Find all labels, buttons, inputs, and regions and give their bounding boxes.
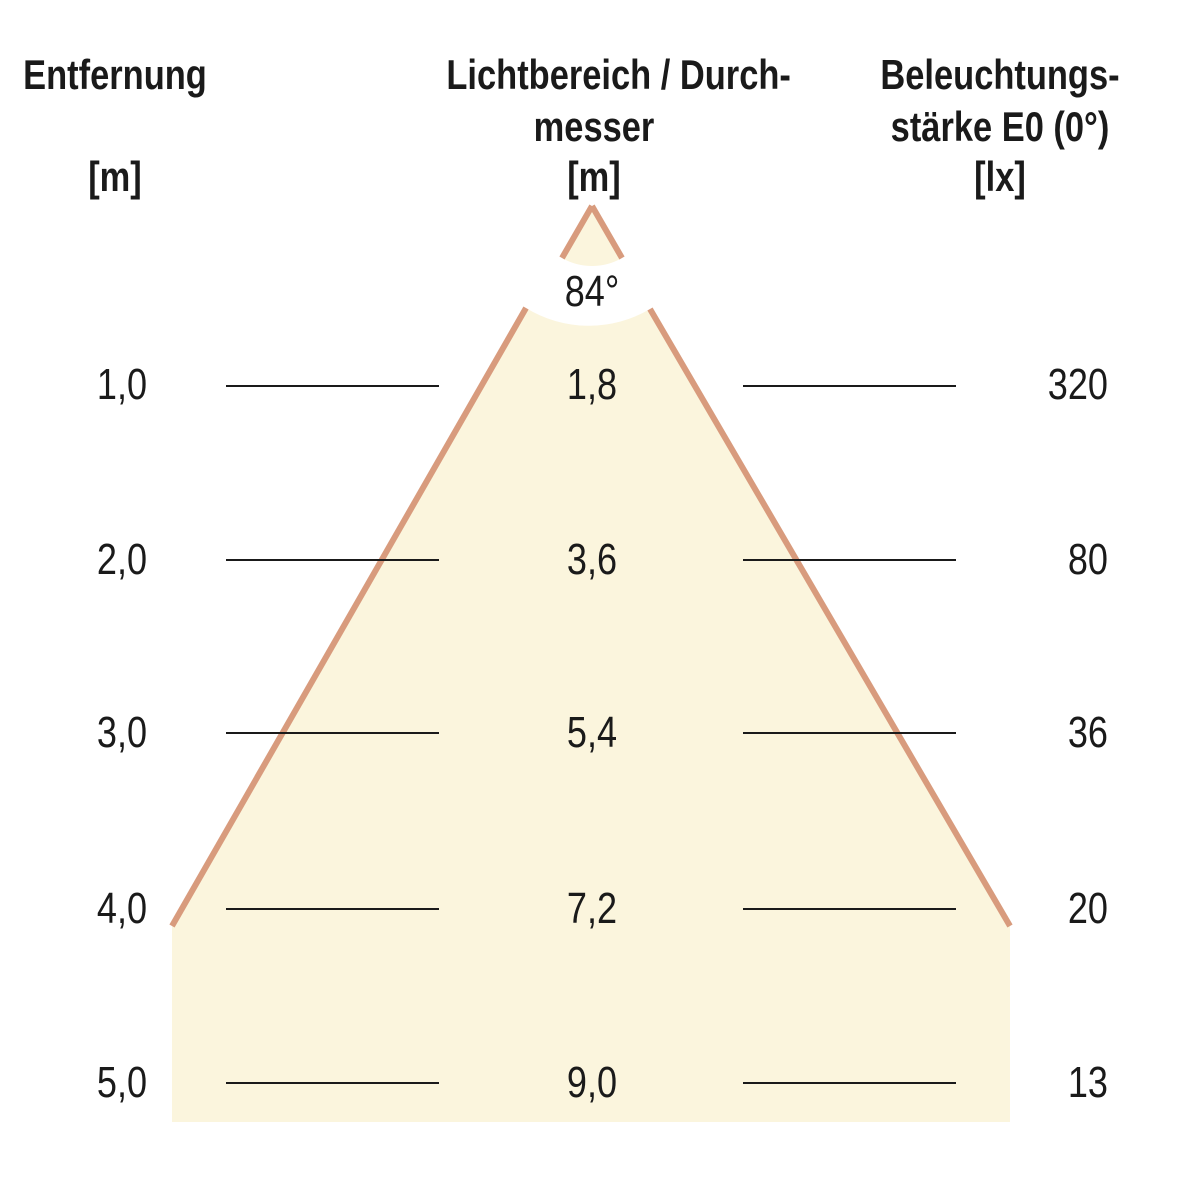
distance-value: 1,0	[96, 360, 148, 409]
distance-value: 4,0	[96, 884, 148, 933]
apex-wedge-shape	[562, 206, 622, 267]
distance-value: 5,0	[96, 1058, 148, 1107]
diameter-value: 7,2	[566, 884, 618, 933]
diameter-value: 3,6	[566, 535, 618, 584]
illuminance-value: 320	[1047, 360, 1108, 409]
column-header-illuminance-line2: stärke E0 (0°)	[890, 103, 1110, 150]
light-cone-shape	[172, 308, 1010, 1122]
apex-wedge-right-edge	[589, 204, 625, 260]
diameter-value: 1,8	[566, 360, 618, 409]
cone-right-edge	[647, 307, 1013, 928]
column-unit-illuminance: [lx]	[974, 153, 1026, 200]
distance-value: 3,0	[96, 708, 148, 757]
cone-edge-lines	[169, 204, 1013, 928]
illuminance-value: 20	[1067, 884, 1108, 933]
illuminance-value: 36	[1067, 708, 1108, 757]
illuminance-value: 80	[1067, 535, 1108, 584]
row-connector-lines	[226, 385, 956, 1084]
column-unit-distance: [m]	[88, 153, 142, 200]
distance-value: 2,0	[96, 535, 148, 584]
apex-wedge-left-edge	[559, 204, 595, 260]
illuminance-value: 13	[1067, 1058, 1108, 1107]
column-header-diameter-line2: messer	[533, 103, 655, 150]
diameter-value: 9,0	[566, 1058, 618, 1107]
beam-angle-label: 84°	[564, 267, 620, 316]
column-header-illuminance-line1: Beleuchtungs-	[880, 51, 1120, 98]
column-header-distance: Entfernung	[23, 51, 207, 98]
diameter-value: 5,4	[566, 708, 618, 757]
cone-left-edge	[169, 306, 529, 928]
column-unit-diameter: [m]	[567, 153, 621, 200]
column-header-diameter-line1: Lichtbereich / Durch-	[446, 51, 791, 98]
